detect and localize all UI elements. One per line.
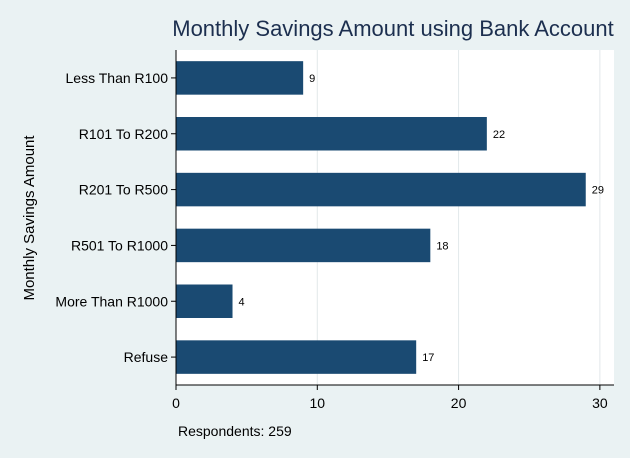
x-tick-label: 20 xyxy=(451,395,467,411)
bar xyxy=(176,117,487,151)
bar xyxy=(176,340,417,374)
gridlines xyxy=(316,50,601,385)
x-axis: 0 10 20 30 xyxy=(172,384,614,411)
bar-value-label: 29 xyxy=(592,185,604,197)
x-tick-label: 0 xyxy=(172,395,180,411)
data-labels: 9 22 29 18 4 17 xyxy=(239,73,604,364)
x-tick-label: 30 xyxy=(592,395,608,411)
bar xyxy=(176,228,431,263)
bar-value-label: 17 xyxy=(422,352,434,364)
bar xyxy=(176,61,304,95)
category-label: R101 To R200 xyxy=(79,126,168,142)
bar xyxy=(176,172,586,207)
x-tick-label: 10 xyxy=(310,395,326,411)
respondents-note: Respondents: 259 xyxy=(178,423,292,439)
category-label: Refuse xyxy=(124,349,169,365)
bar-value-label: 4 xyxy=(239,296,245,308)
chart-title: Monthly Savings Amount using Bank Accoun… xyxy=(172,16,613,41)
bar-value-label: 22 xyxy=(493,129,505,141)
plot-area xyxy=(176,50,614,385)
bars xyxy=(176,61,586,374)
y-axis-title: Monthly Savings Amount xyxy=(21,135,38,301)
bar-value-label: 9 xyxy=(309,73,315,85)
bar-value-label: 18 xyxy=(436,240,448,252)
category-label: Less Than R100 xyxy=(66,70,169,86)
bar xyxy=(176,284,233,318)
category-label: More Than R1000 xyxy=(55,293,168,309)
category-label: R501 To R1000 xyxy=(71,237,168,253)
category-labels: Less Than R100 R101 To R200 R201 To R500 R5… xyxy=(55,70,176,365)
category-label: R201 To R500 xyxy=(79,182,168,198)
